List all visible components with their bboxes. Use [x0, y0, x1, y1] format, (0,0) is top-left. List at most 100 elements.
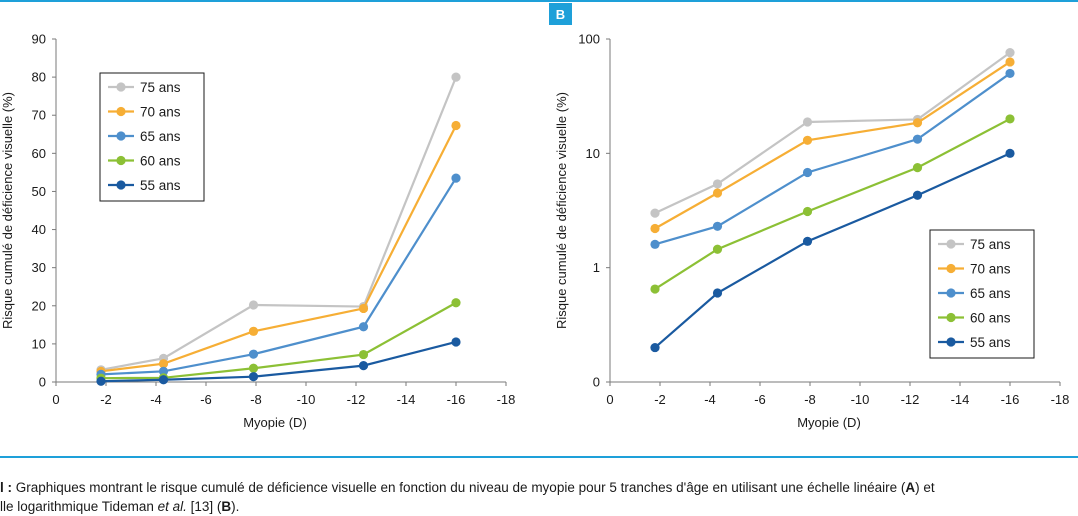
- caption-text-2-mid: [13] (: [186, 499, 222, 514]
- data-point-65-ans-b: [912, 134, 923, 144]
- x-axis-label-b: Myopie (D): [797, 415, 861, 430]
- y-axis-label-a: Risque cumulé de déficience visuelle (%): [0, 92, 15, 329]
- legend-marker-65-ans-a: [116, 131, 126, 141]
- x-tick-label-a: -16: [447, 392, 466, 407]
- legend-marker-70-ans-b: [946, 263, 956, 274]
- x-tick-label-a: -18: [497, 392, 516, 407]
- data-point-75-ans-b: [712, 179, 723, 189]
- caption-text-1: Graphiques montrant le risque cumulé de …: [12, 480, 906, 495]
- y-tick-label-a: 60: [32, 146, 46, 161]
- caption-text-1-end: ) et: [915, 480, 935, 495]
- data-point-65-ans-b: [802, 167, 813, 178]
- figure-caption: l : Graphiques montrant le risque cumulé…: [0, 478, 1078, 516]
- legend-marker-60-ans-a: [116, 155, 126, 166]
- top-rule: [0, 0, 1078, 2]
- chart-b: 0 1 10 100 0 -2 -4 -6 -8 -10 -12 -14 -16 -18 Myopie (D…: [554, 32, 1070, 431]
- legend-label-70-ans-a: 70 ans: [140, 105, 181, 120]
- data-point-60-ans-b: [912, 163, 923, 173]
- caption-text-2: lle logarithmique Tideman: [0, 499, 158, 514]
- data-point-65-ans-a: [358, 322, 369, 332]
- data-point-60-ans-a: [358, 349, 369, 360]
- caption-line-1: l : Graphiques montrant le risque cumulé…: [0, 478, 1078, 497]
- legend-marker-70-ans-a: [116, 106, 126, 117]
- y-tick-label-b: 1: [593, 260, 600, 275]
- data-point-60-ans-a: [451, 298, 461, 308]
- data-point-70-ans-a: [451, 120, 461, 131]
- x-tick-label-a: -6: [200, 392, 212, 407]
- data-point-75-ans-a: [451, 72, 461, 82]
- data-point-65-ans-b: [1005, 68, 1015, 79]
- data-point-75-ans-a: [248, 300, 259, 310]
- data-point-75-ans-b: [802, 117, 813, 127]
- caption-rule: [0, 456, 1078, 458]
- series-line-65-ans-b: [654, 72, 1011, 246]
- data-point-55-ans-b: [650, 342, 660, 353]
- data-point-60-ans-a: [248, 363, 259, 373]
- x-tick-label-a: 0: [52, 392, 59, 407]
- x-tick-label-b: -16: [1001, 392, 1020, 407]
- x-tick-label-a: -14: [397, 392, 416, 407]
- data-point-65-ans-a: [248, 349, 259, 359]
- data-point-55-ans-a: [248, 372, 259, 382]
- caption-text-2-end: ).: [231, 499, 240, 514]
- legend-label-75-ans-a: 75 ans: [140, 80, 181, 95]
- data-point-75-ans-b: [1005, 48, 1015, 58]
- y-tick-label-a: 0: [39, 375, 46, 390]
- y-tick-label-b: 10: [586, 146, 600, 161]
- y-tick-label-a: 30: [32, 260, 46, 275]
- legend-label-55-ans-b: 55 ans: [970, 335, 1011, 350]
- x-tick-label-a: -2: [100, 392, 112, 407]
- x-tick-label-a: -10: [297, 392, 316, 407]
- y-tick-label-b: 0: [593, 375, 600, 390]
- legend-label-60-ans-b: 60 ans: [970, 311, 1011, 326]
- x-tick-label-b: -2: [654, 392, 666, 407]
- y-tick-label-b: 100: [578, 32, 600, 47]
- data-point-55-ans-a: [96, 376, 106, 386]
- data-point-70-ans-b: [1005, 57, 1015, 67]
- caption-et-al: et al.: [157, 499, 187, 514]
- data-point-55-ans-b: [802, 236, 813, 246]
- caption-ref-b: B: [221, 499, 232, 514]
- data-point-55-ans-b: [1005, 148, 1015, 158]
- data-point-55-ans-a: [358, 361, 369, 371]
- legend-label-75-ans-b: 75 ans: [970, 237, 1011, 252]
- x-tick-label-b: -6: [754, 392, 766, 407]
- data-point-70-ans-a: [358, 303, 369, 314]
- y-tick-label-a: 70: [32, 108, 46, 123]
- legend-marker-60-ans-b: [946, 312, 956, 323]
- data-point-60-ans-b: [650, 284, 660, 294]
- x-tick-label-b: -10: [851, 392, 870, 407]
- data-point-70-ans-b: [650, 223, 660, 234]
- x-tick-label-a: -12: [347, 392, 366, 407]
- y-tick-label-a: 80: [32, 70, 46, 85]
- data-point-70-ans-a: [158, 359, 169, 369]
- data-point-65-ans-a: [158, 366, 169, 376]
- legend-marker-55-ans-b: [946, 337, 956, 347]
- x-tick-label-b: -12: [901, 392, 920, 407]
- data-point-70-ans-b: [802, 135, 813, 145]
- x-tick-label-b: 0: [606, 392, 613, 407]
- x-tick-label-b: -8: [804, 392, 816, 407]
- y-tick-label-a: 90: [32, 32, 46, 47]
- data-point-70-ans-b: [712, 188, 723, 198]
- data-point-65-ans-b: [712, 221, 723, 231]
- data-point-60-ans-b: [802, 206, 813, 217]
- x-tick-label-b: -18: [1051, 392, 1070, 407]
- legend-label-65-ans-b: 65 ans: [970, 286, 1011, 301]
- data-point-65-ans-a: [451, 173, 461, 183]
- legend-marker-75-ans-b: [946, 239, 956, 249]
- legend-marker-75-ans-a: [116, 82, 126, 92]
- caption-ref-a: A: [905, 480, 916, 495]
- data-point-60-ans-b: [712, 244, 723, 254]
- data-point-70-ans-a: [248, 326, 259, 336]
- data-point-55-ans-a: [158, 375, 169, 385]
- data-point-55-ans-b: [912, 190, 923, 200]
- legend-label-55-ans-a: 55 ans: [140, 178, 181, 193]
- legend-label-65-ans-a: 65 ans: [140, 129, 181, 144]
- x-tick-label-b: -14: [951, 392, 970, 407]
- y-axis-label-b: Risque cumulé de déficience visuelle (%): [554, 92, 569, 329]
- x-tick-label-a: -4: [150, 392, 162, 407]
- data-point-70-ans-b: [912, 118, 923, 128]
- y-tick-label-a: 50: [32, 184, 46, 199]
- panel-b-badge: B: [549, 3, 572, 25]
